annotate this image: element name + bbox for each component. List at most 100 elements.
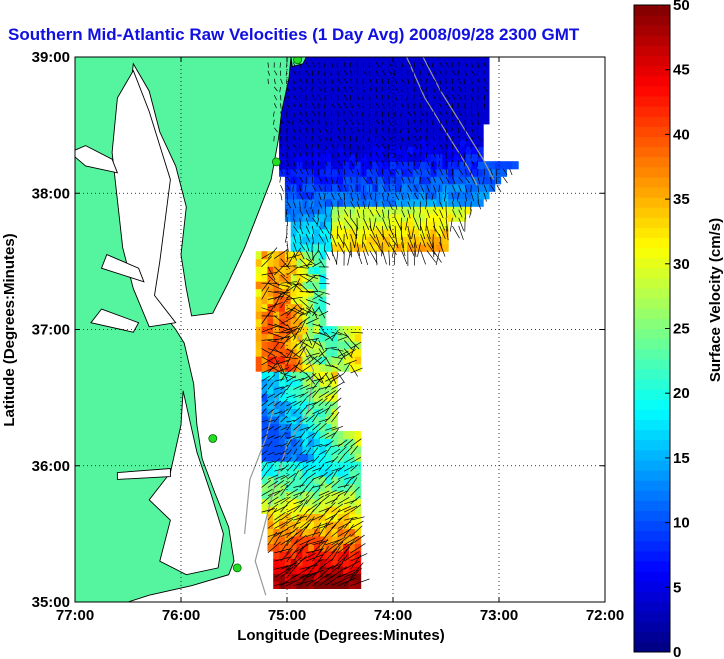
current-vector xyxy=(451,152,453,159)
velocity-cell xyxy=(325,168,333,177)
current-vector xyxy=(279,86,281,93)
velocity-cell xyxy=(337,573,344,582)
velocity-cell xyxy=(354,161,362,170)
velocity-cell xyxy=(255,348,263,357)
velocity-cell xyxy=(319,281,327,290)
velocity-cell xyxy=(343,453,350,462)
current-vector xyxy=(312,547,324,562)
current-vector xyxy=(482,176,485,185)
current-vector xyxy=(356,209,360,219)
current-vector xyxy=(267,401,275,407)
current-vector xyxy=(380,62,383,68)
current-vector xyxy=(318,348,326,358)
velocity-cell xyxy=(360,78,368,87)
velocity-cell xyxy=(395,71,403,80)
velocity-cell xyxy=(354,505,362,514)
current-vector xyxy=(280,78,283,84)
velocity-cell xyxy=(308,401,315,410)
velocity-cell xyxy=(331,78,338,87)
velocity-cell xyxy=(419,161,426,170)
velocity-cell xyxy=(419,243,426,252)
current-vector xyxy=(280,356,299,360)
velocity-cell xyxy=(296,416,303,425)
velocity-cell xyxy=(331,243,338,252)
velocity-cell xyxy=(296,78,303,87)
colorbar-step xyxy=(634,449,670,461)
velocity-cell xyxy=(273,558,280,567)
velocity-cell xyxy=(360,131,368,140)
velocity-cell xyxy=(302,483,309,492)
current-vector xyxy=(299,537,316,546)
velocity-cell xyxy=(354,78,362,87)
velocity-cell xyxy=(284,565,292,574)
velocity-cell xyxy=(267,431,274,440)
current-vector xyxy=(381,242,383,257)
velocity-cell xyxy=(308,491,315,500)
current-vector xyxy=(318,310,329,317)
current-vector xyxy=(399,185,402,193)
current-vector xyxy=(369,217,372,232)
current-vector xyxy=(318,557,334,570)
velocity-cell xyxy=(296,550,303,559)
current-vector xyxy=(318,62,321,68)
velocity-cell xyxy=(349,476,356,485)
current-vector xyxy=(407,242,415,256)
current-vector xyxy=(407,193,411,201)
velocity-cell xyxy=(284,108,292,117)
current-vector xyxy=(280,456,286,464)
current-vector xyxy=(426,70,430,76)
current-vector xyxy=(336,62,339,68)
current-vector xyxy=(477,201,482,210)
velocity-cell xyxy=(296,423,303,432)
current-vector xyxy=(312,217,318,225)
velocity-cell xyxy=(360,108,368,117)
current-vector xyxy=(318,250,324,260)
current-vector xyxy=(291,119,294,125)
land-layer xyxy=(75,57,495,602)
velocity-cell xyxy=(465,176,472,185)
velocity-cell xyxy=(343,558,350,567)
velocity-cell xyxy=(308,580,315,589)
current-vector xyxy=(274,386,284,390)
velocity-cell xyxy=(477,198,484,207)
colorbar-step xyxy=(634,459,670,471)
velocity-cell xyxy=(349,191,356,200)
velocity-cell xyxy=(360,153,368,162)
current-vector xyxy=(312,168,314,175)
velocity-cell xyxy=(279,108,286,117)
velocity-cell xyxy=(331,401,338,410)
current-vector xyxy=(490,184,496,192)
current-vector xyxy=(369,233,379,246)
current-vector xyxy=(356,86,358,93)
velocity-cell xyxy=(436,108,443,117)
velocity-cell xyxy=(349,326,356,335)
velocity-cell xyxy=(488,161,496,170)
current-vector xyxy=(418,152,421,159)
current-vector xyxy=(394,152,396,158)
current-vector xyxy=(350,78,353,84)
velocity-cell xyxy=(319,123,327,132)
current-vector xyxy=(280,119,284,125)
velocity-cell xyxy=(325,573,333,582)
velocity-cell xyxy=(337,333,344,342)
velocity-cell xyxy=(442,236,449,245)
current-vector xyxy=(375,94,379,101)
velocity-cell xyxy=(343,573,350,582)
current-vector xyxy=(426,144,429,150)
current-vector xyxy=(299,168,304,174)
velocity-cell xyxy=(454,57,461,65)
velocity-cell xyxy=(413,198,420,207)
current-vector xyxy=(318,546,329,562)
current-vector xyxy=(425,217,428,231)
colorbar-step xyxy=(634,571,670,582)
y-axis-label: Latitude (Degrees:Minutes) xyxy=(1,233,18,426)
current-vector xyxy=(293,484,305,488)
current-vector xyxy=(471,86,474,93)
current-vector xyxy=(331,356,343,359)
velocity-cell xyxy=(284,273,292,282)
velocity-cell xyxy=(267,461,274,470)
current-vector xyxy=(293,135,297,141)
velocity-cell xyxy=(436,78,443,87)
current-vector xyxy=(355,160,358,167)
current-vector xyxy=(343,184,347,192)
